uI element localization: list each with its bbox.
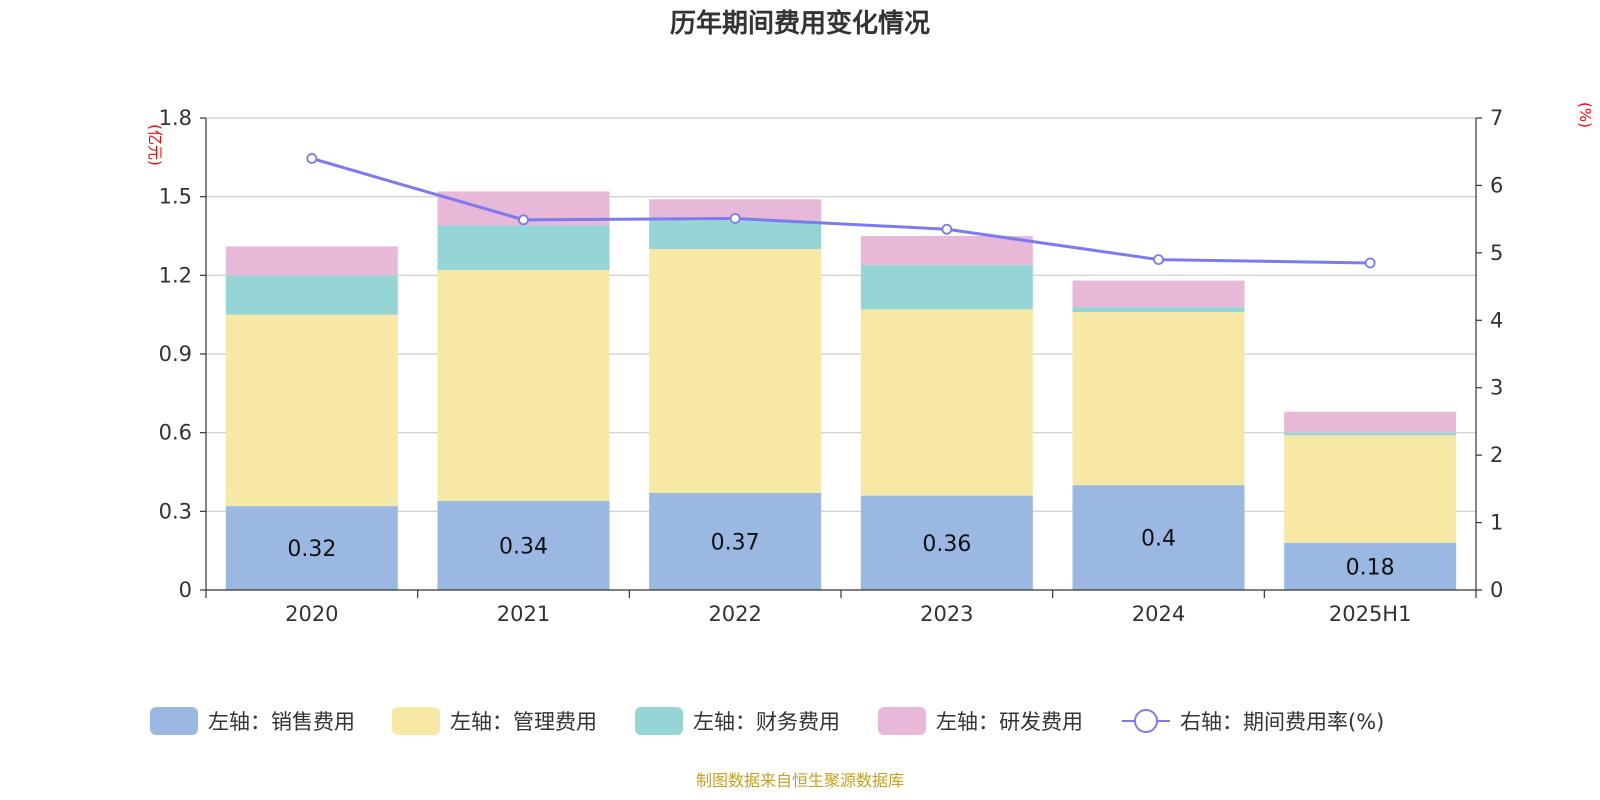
x-axis-tick-label: 2023 [920,602,973,626]
grid-lines [206,117,1476,512]
bar-segment [437,270,610,501]
bar-segment [1284,432,1457,436]
bar-series [225,191,1457,590]
right-axis-tick-label: 1 [1490,511,1503,535]
right-axis-unit: (%) [1576,102,1594,128]
legend-label: 左轴：销售费用 [208,710,355,734]
rate-line-path [311,157,1371,265]
bar-segment [1284,542,1457,590]
right-axis-tick-label: 5 [1490,241,1503,265]
axes: 0 0.3 0.6 0.9 1.2 1.5 1.8 0 1 2 3 4 5 6 7 2020 2021 2022 2… [159,106,1504,626]
bar-segment [1284,435,1457,543]
legend-label: 左轴：财务费用 [693,710,840,734]
right-axis-tick-label: 0 [1490,578,1503,602]
legend-label: 右轴：期间费用率(%) [1180,710,1384,734]
bar-data-label: 0.32 [287,537,336,562]
rate-line-point [729,213,741,224]
left-axis-tick-label: 0.3 [159,499,192,523]
data-source-note: 制图数据来自恒生聚源数据库 [696,771,904,790]
bar-segment [1072,312,1245,486]
left-axis-tick-label: 1.2 [159,263,192,287]
rate-line-point [1153,254,1164,266]
legend-swatch [878,707,926,735]
left-axis-tick-label: 1.5 [159,185,192,209]
bar-segment [1072,485,1245,590]
right-axis-tick-label: 2 [1490,443,1503,467]
bar-segment [225,314,398,507]
right-axis-tick-label: 7 [1490,106,1503,130]
bar-segment [1072,306,1245,313]
expense-rate-line [306,153,1376,269]
bar-data-label: 0.34 [499,534,548,559]
bar-segment [649,492,822,590]
bar-segment [225,246,398,276]
left-axis-tick-label: 0 [179,578,192,602]
bar-data-label: 0.37 [711,530,760,555]
bar-segment [860,309,1033,496]
bar-segment [860,236,1033,265]
rate-line-point [941,223,953,235]
bar-segment [860,264,1033,310]
left-axis-tick-label: 0.6 [159,421,192,445]
x-axis-tick-label: 2024 [1132,602,1185,626]
legend-swatch [392,707,440,735]
left-axis-tick-label: 0.9 [159,342,192,366]
rate-line-point [1364,257,1376,269]
bar-data-label: 0.36 [922,532,971,557]
x-axis-tick-label: 2025H1 [1329,602,1412,626]
right-axis-tick-label: 6 [1490,173,1503,197]
legend-label: 左轴：管理费用 [450,710,597,734]
rate-line-point [306,153,318,164]
bar-segment [225,506,398,590]
bar-segment [649,220,822,250]
data-labels: 0.32 0.34 0.37 0.36 0.4 0.18 [287,527,1394,581]
bar-segment [437,225,610,271]
bar-segment [860,495,1033,590]
x-axis-tick-label: 2022 [708,602,761,626]
bar-segment [437,500,610,590]
x-axis-tick-label: 2021 [497,602,550,626]
bar-segment [1284,411,1457,433]
legend-swatch [150,707,198,735]
rate-line-point [518,214,529,226]
right-axis-tick-label: 4 [1490,308,1503,332]
bar-segment [649,249,822,493]
right-axis-tick-label: 3 [1490,376,1503,400]
bar-segment [225,275,398,315]
x-axis-tick-label: 2020 [285,602,338,626]
bar-data-label: 0.18 [1346,555,1395,580]
chart-title: 历年期间费用变化情况 [670,8,930,39]
legend-label: 左轴：研发费用 [936,710,1083,734]
left-axis-tick-label: 1.8 [159,106,192,130]
bar-segment [649,199,822,221]
legend-line-marker [1134,709,1158,733]
bar-segment [1072,280,1245,307]
left-axis-unit: (亿元) [146,124,164,166]
legend-swatch [635,707,683,735]
legend: 左轴：销售费用 左轴：管理费用 左轴：财务费用 左轴：研发费用 右轴：期间费用率(%) [150,707,1384,735]
bar-data-label: 0.4 [1141,527,1176,552]
